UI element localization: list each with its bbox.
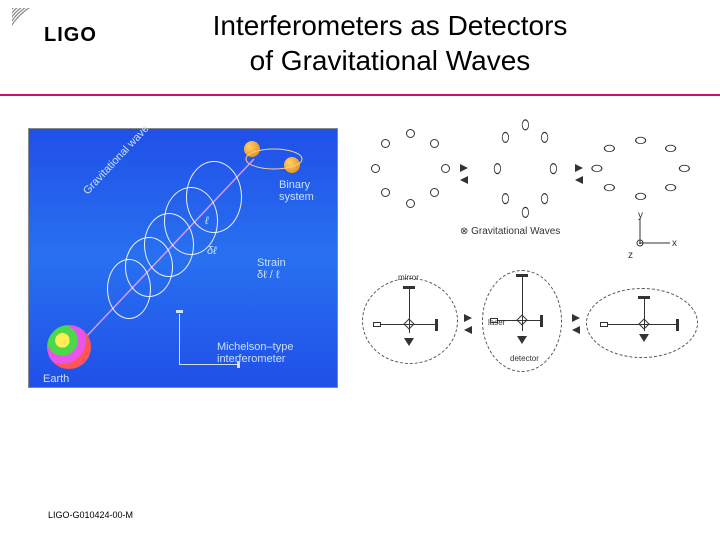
earth-icon (47, 325, 91, 369)
arrow-icon (575, 176, 583, 184)
title-line2: of Gravitational Waves (250, 45, 531, 76)
mass-ring (370, 128, 450, 208)
ligo-logo: LIGO (12, 8, 102, 58)
mass-dot-icon (406, 129, 415, 138)
arrow-icon (572, 326, 580, 334)
mass-dot-icon (541, 193, 548, 204)
label-ell: ℓ (205, 215, 209, 227)
left-diagram: Binarysystem Gravitational wave ℓ δℓ Str… (28, 128, 338, 388)
mass-dot-icon (502, 131, 509, 142)
mass-dot-icon (430, 139, 439, 148)
caption-gw: ⊗ Gravitational Waves (460, 226, 560, 237)
arrow-icon (464, 326, 472, 334)
label-detector: detector (510, 354, 539, 363)
mass-dot-icon (441, 164, 450, 173)
mass-ring (590, 136, 690, 200)
label-laser: laser (488, 318, 505, 327)
header: LIGO Interferometers as Detectors of Gra… (0, 0, 720, 90)
label-delta-ell: δℓ (207, 245, 217, 257)
mass-ring (493, 118, 557, 218)
label-michelson: Michelson–typeinterferometer (217, 341, 293, 365)
mass-dot-icon (371, 164, 380, 173)
arrow-icon (572, 314, 580, 322)
mass-dot-icon (493, 162, 500, 173)
arrow-icon (460, 164, 468, 172)
label-earth: Earth (43, 373, 69, 385)
arrow-icon (464, 314, 472, 322)
mass-dot-icon (406, 199, 415, 208)
mass-dot-icon (521, 206, 528, 217)
mass-dot-icon (430, 188, 439, 197)
divider (0, 94, 720, 96)
page-title: Interferometers as Detectors of Gravitat… (0, 8, 720, 78)
mass-dot-icon (603, 145, 614, 152)
interferometer-mini (488, 278, 558, 348)
axis-y: y (638, 210, 643, 221)
wave-ring-icon (186, 161, 242, 233)
mass-dot-icon (502, 193, 509, 204)
axis-x: x (672, 238, 677, 249)
arrow-icon (575, 164, 583, 172)
arrow-icon (460, 176, 468, 184)
mass-dot-icon (678, 164, 689, 171)
mass-dot-icon (381, 139, 390, 148)
mass-dot-icon (549, 162, 556, 173)
interferometer-mini (606, 290, 676, 360)
mass-dot-icon (541, 131, 548, 142)
interferometer-mini (375, 286, 445, 356)
mass-dot-icon (665, 184, 676, 191)
mass-dot-icon (521, 119, 528, 130)
label-mirror: mirror (398, 273, 419, 282)
title-line1: Interferometers as Detectors (213, 10, 568, 41)
mass-dot-icon (634, 192, 645, 199)
doc-number: LIGO-G010424-00-M (48, 510, 133, 520)
label-strain: Strainδℓ / ℓ (257, 257, 286, 281)
mass-dot-icon (603, 184, 614, 191)
content-area: Binarysystem Gravitational wave ℓ δℓ Str… (0, 118, 720, 498)
right-diagram: ⊗ Gravitational Waves y x z (360, 118, 700, 408)
mass-dot-icon (665, 145, 676, 152)
logo-text: LIGO (44, 24, 97, 47)
mass-dot-icon (591, 164, 602, 171)
mass-dot-icon (381, 188, 390, 197)
axes-icon (625, 213, 680, 258)
mass-dot-icon (634, 136, 645, 143)
axis-z: z (628, 250, 633, 261)
